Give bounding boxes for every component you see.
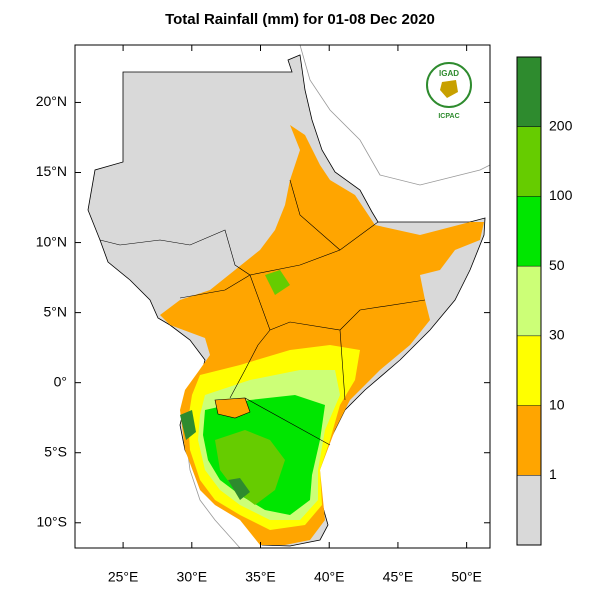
rain-100-200 (265, 270, 290, 295)
colorbar-label: 10 (549, 396, 565, 412)
lake (214, 397, 251, 419)
colorbar-segment (517, 57, 541, 127)
x-tick-label: 25°E (108, 569, 139, 585)
y-tick-label: 5°S (44, 443, 67, 459)
map-frame (74, 44, 491, 549)
borders (99, 179, 426, 446)
colorbar-frame (516, 56, 542, 546)
logo: IGAD ICPAC (426, 62, 472, 120)
logo-org: ICPAC (438, 113, 459, 120)
rain-over-200 (180, 410, 196, 440)
axis-ticks: 25°E 30°E 35°E 40°E 45°E 50°E 20°N 15°N 10°N 5°N 0… (36, 45, 490, 585)
map-area (75, 44, 491, 549)
x-tick-label: 40°E (314, 569, 345, 585)
y-tick-label: 0° (54, 373, 67, 389)
y-tick-label: 15°N (36, 163, 67, 179)
colorbar-segment (517, 266, 541, 336)
y-tick-label: 5°N (44, 303, 68, 319)
colorbar-segment (517, 196, 541, 267)
y-tick-label: 10°S (36, 513, 67, 529)
colorbar-segment (517, 475, 541, 545)
colorbar-label: 50 (549, 257, 565, 273)
colorbar-label: 30 (549, 327, 565, 343)
map-title: Total Rainfall (mm) for 01-08 Dec 2020 (165, 11, 435, 28)
coastline (299, 44, 491, 186)
y-tick-label: 20°N (36, 93, 67, 109)
x-tick-label: 45°E (383, 569, 414, 585)
colorbar-segment (517, 126, 541, 197)
logo-icon (440, 80, 458, 98)
rain-over-200 (228, 478, 250, 500)
x-tick-label: 30°E (177, 569, 208, 585)
x-tick-label: 35°E (245, 569, 276, 585)
x-tick-label: 50°E (451, 569, 482, 585)
colorbar-segment (517, 335, 541, 406)
colorbar-label: 1 (549, 466, 557, 482)
colorbar: 1 10 30 50 100 200 (516, 56, 573, 546)
logo-name: IGAD (439, 69, 459, 78)
y-tick-label: 10°N (36, 233, 67, 249)
colorbar-label: 200 (549, 117, 573, 133)
colorbar-segment (517, 405, 541, 476)
colorbar-label: 100 (549, 187, 573, 203)
